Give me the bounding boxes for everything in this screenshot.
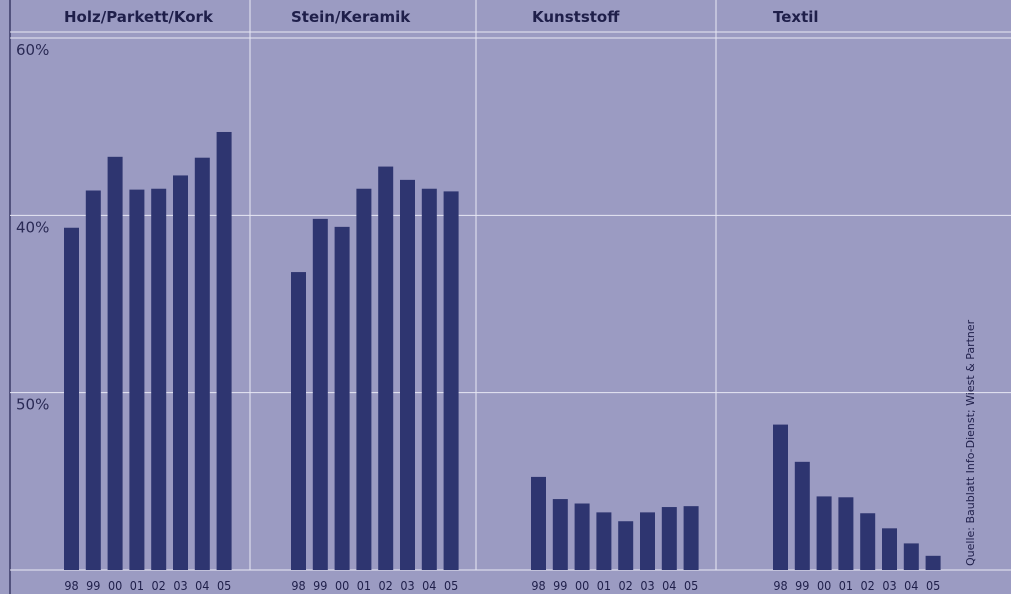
bar	[378, 166, 394, 571]
x-tick-label: 03	[400, 578, 414, 593]
bar	[107, 156, 123, 570]
x-tick-label: 02	[619, 578, 633, 593]
x-tick-label: 00	[335, 578, 349, 593]
bar	[334, 226, 350, 571]
x-tick-label: 98	[64, 578, 78, 593]
x-tick-label: 05	[444, 578, 458, 593]
x-tick-label: 98	[531, 578, 545, 593]
bar	[574, 503, 590, 570]
bar	[421, 188, 437, 570]
bar	[640, 512, 655, 570]
x-tick-label: 02	[152, 578, 166, 593]
panel-title: Kunststoff	[532, 8, 620, 26]
x-tick-label: 04	[422, 578, 436, 593]
x-tick-label: 02	[861, 578, 875, 593]
panel-title: Holz/Parkett/Kork	[64, 8, 214, 26]
x-tick-label: 99	[86, 578, 100, 593]
bar	[151, 188, 167, 570]
x-tick-label: 05	[684, 578, 698, 593]
x-tick-label: 03	[882, 578, 896, 593]
y-tick-label: 60%	[16, 41, 49, 59]
bar	[773, 424, 788, 570]
bar	[925, 555, 941, 570]
x-tick-label: 05	[217, 578, 231, 593]
bar	[860, 513, 876, 570]
x-tick-label: 99	[313, 578, 327, 593]
bar	[64, 227, 79, 570]
x-tick-label: 01	[839, 578, 853, 593]
bar	[356, 188, 372, 570]
bar	[443, 191, 459, 571]
y-tick-label: 40%	[16, 218, 49, 236]
panel-title: Stein/Keramik	[291, 8, 411, 26]
bar	[312, 218, 328, 570]
bar	[596, 512, 612, 570]
bar	[683, 506, 699, 570]
bar	[400, 179, 415, 570]
x-tick-label: 98	[773, 578, 787, 593]
x-tick-label: 00	[575, 578, 589, 593]
x-tick-label: 00	[817, 578, 831, 593]
bar	[903, 543, 919, 570]
bar	[194, 157, 210, 570]
bar	[661, 507, 677, 570]
bar	[291, 272, 306, 570]
x-tick-label: 01	[357, 578, 371, 593]
x-tick-label: 02	[379, 578, 393, 593]
x-tick-label: 01	[130, 578, 144, 593]
panel-title: Textil	[773, 8, 819, 26]
x-tick-label: 98	[291, 578, 305, 593]
x-tick-label: 00	[108, 578, 122, 593]
bar	[129, 189, 145, 570]
x-tick-label: 99	[553, 578, 567, 593]
bar	[173, 175, 188, 570]
x-tick-label: 04	[904, 578, 918, 593]
x-tick-label: 01	[597, 578, 611, 593]
source-note: Quelle: Baublatt Info-Dienst; Wiest & Pa…	[964, 319, 977, 566]
bar	[838, 497, 854, 570]
bar	[816, 496, 832, 570]
bar	[85, 190, 101, 571]
x-tick-label: 03	[173, 578, 187, 593]
bar	[618, 521, 634, 570]
bar	[531, 476, 546, 570]
bar	[882, 528, 897, 570]
x-tick-label: 05	[926, 578, 940, 593]
x-tick-label: 03	[640, 578, 654, 593]
x-tick-label: 04	[662, 578, 676, 593]
bar	[552, 499, 568, 570]
x-tick-label: 99	[795, 578, 809, 593]
bar	[794, 461, 810, 570]
bar	[216, 131, 232, 570]
x-tick-label: 04	[195, 578, 209, 593]
y-tick-label: 50%	[16, 396, 49, 414]
